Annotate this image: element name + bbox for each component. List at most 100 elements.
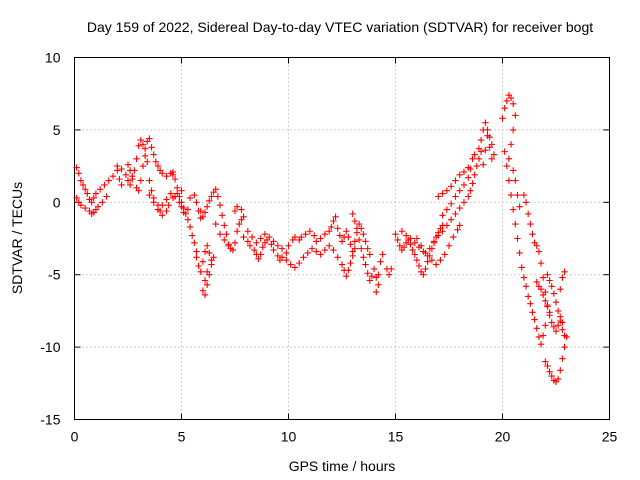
data-point bbox=[447, 200, 455, 207]
data-point bbox=[193, 254, 200, 261]
data-point bbox=[477, 136, 485, 144]
data-point bbox=[146, 177, 153, 184]
data-point bbox=[435, 193, 442, 200]
data-point bbox=[394, 236, 401, 244]
data-point bbox=[203, 203, 211, 210]
data-point bbox=[422, 265, 429, 273]
data-point bbox=[135, 142, 142, 150]
data-point bbox=[370, 265, 378, 273]
data-point bbox=[360, 230, 367, 238]
data-point bbox=[544, 303, 551, 310]
data-point bbox=[248, 233, 256, 241]
data-point bbox=[527, 300, 534, 307]
data-point bbox=[507, 191, 515, 199]
y-tick-label: 0 bbox=[53, 194, 61, 210]
data-point bbox=[351, 238, 359, 245]
y-tick-label: 5 bbox=[53, 122, 61, 138]
data-point bbox=[165, 201, 172, 209]
chart-title: Day 159 of 2022, Sidereal Day-to-day VTE… bbox=[87, 19, 593, 35]
data-point bbox=[411, 251, 418, 258]
data-point bbox=[465, 174, 472, 181]
data-point bbox=[92, 190, 100, 197]
data-point bbox=[409, 246, 416, 254]
data-point bbox=[430, 238, 438, 245]
data-point bbox=[334, 225, 341, 232]
data-point bbox=[544, 362, 551, 370]
data-point bbox=[432, 261, 440, 268]
data-point bbox=[488, 155, 495, 163]
data-point bbox=[351, 217, 359, 225]
data-point bbox=[355, 220, 363, 228]
data-point bbox=[105, 177, 112, 184]
data-point bbox=[358, 225, 365, 232]
data-point bbox=[484, 126, 491, 134]
data-point bbox=[201, 291, 209, 299]
data-point bbox=[554, 375, 562, 383]
data-point bbox=[126, 181, 134, 189]
data-point bbox=[206, 197, 213, 205]
data-point bbox=[510, 167, 517, 174]
data-point bbox=[208, 193, 215, 200]
data-point bbox=[454, 226, 461, 234]
data-point bbox=[480, 161, 487, 168]
data-point bbox=[201, 277, 209, 284]
data-point bbox=[358, 245, 365, 252]
data-point bbox=[546, 368, 553, 375]
data-point bbox=[313, 238, 320, 245]
data-point bbox=[531, 316, 538, 323]
data-point bbox=[557, 367, 564, 374]
data-point bbox=[539, 332, 547, 339]
data-point bbox=[559, 274, 566, 281]
data-point bbox=[501, 104, 508, 112]
data-point bbox=[137, 177, 145, 184]
data-point bbox=[516, 203, 523, 210]
data-point bbox=[82, 204, 89, 212]
data-point bbox=[197, 207, 204, 215]
data-point bbox=[317, 235, 324, 242]
data-point bbox=[385, 271, 393, 278]
data-point bbox=[302, 230, 309, 238]
data-point bbox=[471, 151, 478, 158]
data-point bbox=[484, 132, 491, 139]
data-point bbox=[443, 222, 451, 229]
data-point bbox=[94, 203, 102, 210]
data-point bbox=[366, 277, 374, 284]
x-tick-label: 5 bbox=[178, 429, 186, 445]
data-point bbox=[216, 230, 224, 238]
data-point bbox=[343, 272, 350, 280]
data-point bbox=[84, 190, 91, 197]
data-point bbox=[184, 206, 192, 213]
data-point bbox=[535, 248, 543, 255]
data-point bbox=[377, 258, 384, 265]
data-point bbox=[73, 194, 80, 202]
data-point bbox=[403, 232, 410, 239]
data-point bbox=[533, 325, 540, 332]
data-point bbox=[150, 199, 157, 206]
data-point bbox=[116, 175, 123, 183]
data-point bbox=[300, 254, 307, 261]
data-point bbox=[212, 186, 219, 193]
data-point bbox=[544, 271, 551, 278]
data-point bbox=[180, 204, 187, 212]
data-point bbox=[554, 322, 562, 329]
data-point bbox=[512, 112, 519, 119]
data-point bbox=[388, 265, 395, 273]
data-point bbox=[178, 199, 185, 206]
data-point bbox=[79, 181, 87, 189]
data-point bbox=[171, 175, 179, 183]
data-point bbox=[422, 249, 429, 257]
data-point bbox=[398, 228, 406, 235]
x-tick-label: 25 bbox=[602, 429, 618, 445]
data-point bbox=[345, 267, 352, 274]
data-point bbox=[259, 243, 267, 251]
data-point bbox=[505, 155, 513, 163]
data-point bbox=[212, 220, 219, 228]
x-tick-label: 10 bbox=[281, 429, 297, 445]
data-point bbox=[208, 261, 215, 268]
data-point bbox=[533, 242, 540, 249]
data-point bbox=[469, 180, 476, 187]
data-point bbox=[139, 141, 147, 148]
data-point bbox=[246, 242, 254, 249]
data-point bbox=[522, 283, 530, 290]
data-point bbox=[424, 258, 431, 265]
